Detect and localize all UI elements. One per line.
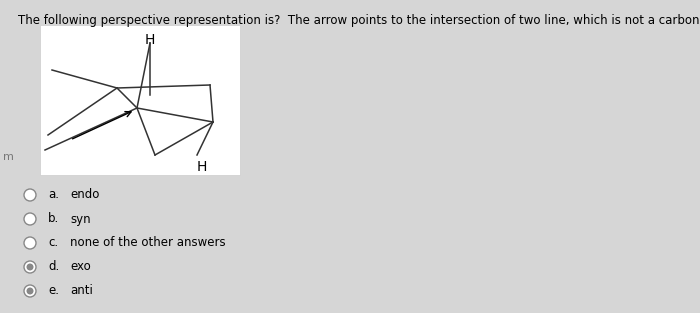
- Text: d.: d.: [48, 260, 60, 274]
- Circle shape: [24, 213, 36, 225]
- Text: endo: endo: [70, 188, 99, 202]
- Circle shape: [24, 261, 36, 273]
- Text: exo: exo: [70, 260, 91, 274]
- Text: anti: anti: [70, 285, 93, 297]
- Circle shape: [27, 264, 34, 270]
- Text: The following perspective representation is?  The arrow points to the intersecti: The following perspective representation…: [18, 14, 700, 27]
- Bar: [40, 25, 240, 175]
- Text: a.: a.: [48, 188, 59, 202]
- Text: c.: c.: [48, 237, 58, 249]
- Circle shape: [24, 285, 36, 297]
- Text: syn: syn: [70, 213, 90, 225]
- Text: H: H: [197, 160, 207, 174]
- Text: m: m: [3, 152, 14, 162]
- Text: b.: b.: [48, 213, 60, 225]
- Text: none of the other answers: none of the other answers: [70, 237, 225, 249]
- Text: H: H: [145, 33, 155, 47]
- Circle shape: [24, 237, 36, 249]
- Circle shape: [27, 288, 34, 295]
- Circle shape: [24, 189, 36, 201]
- Text: e.: e.: [48, 285, 59, 297]
